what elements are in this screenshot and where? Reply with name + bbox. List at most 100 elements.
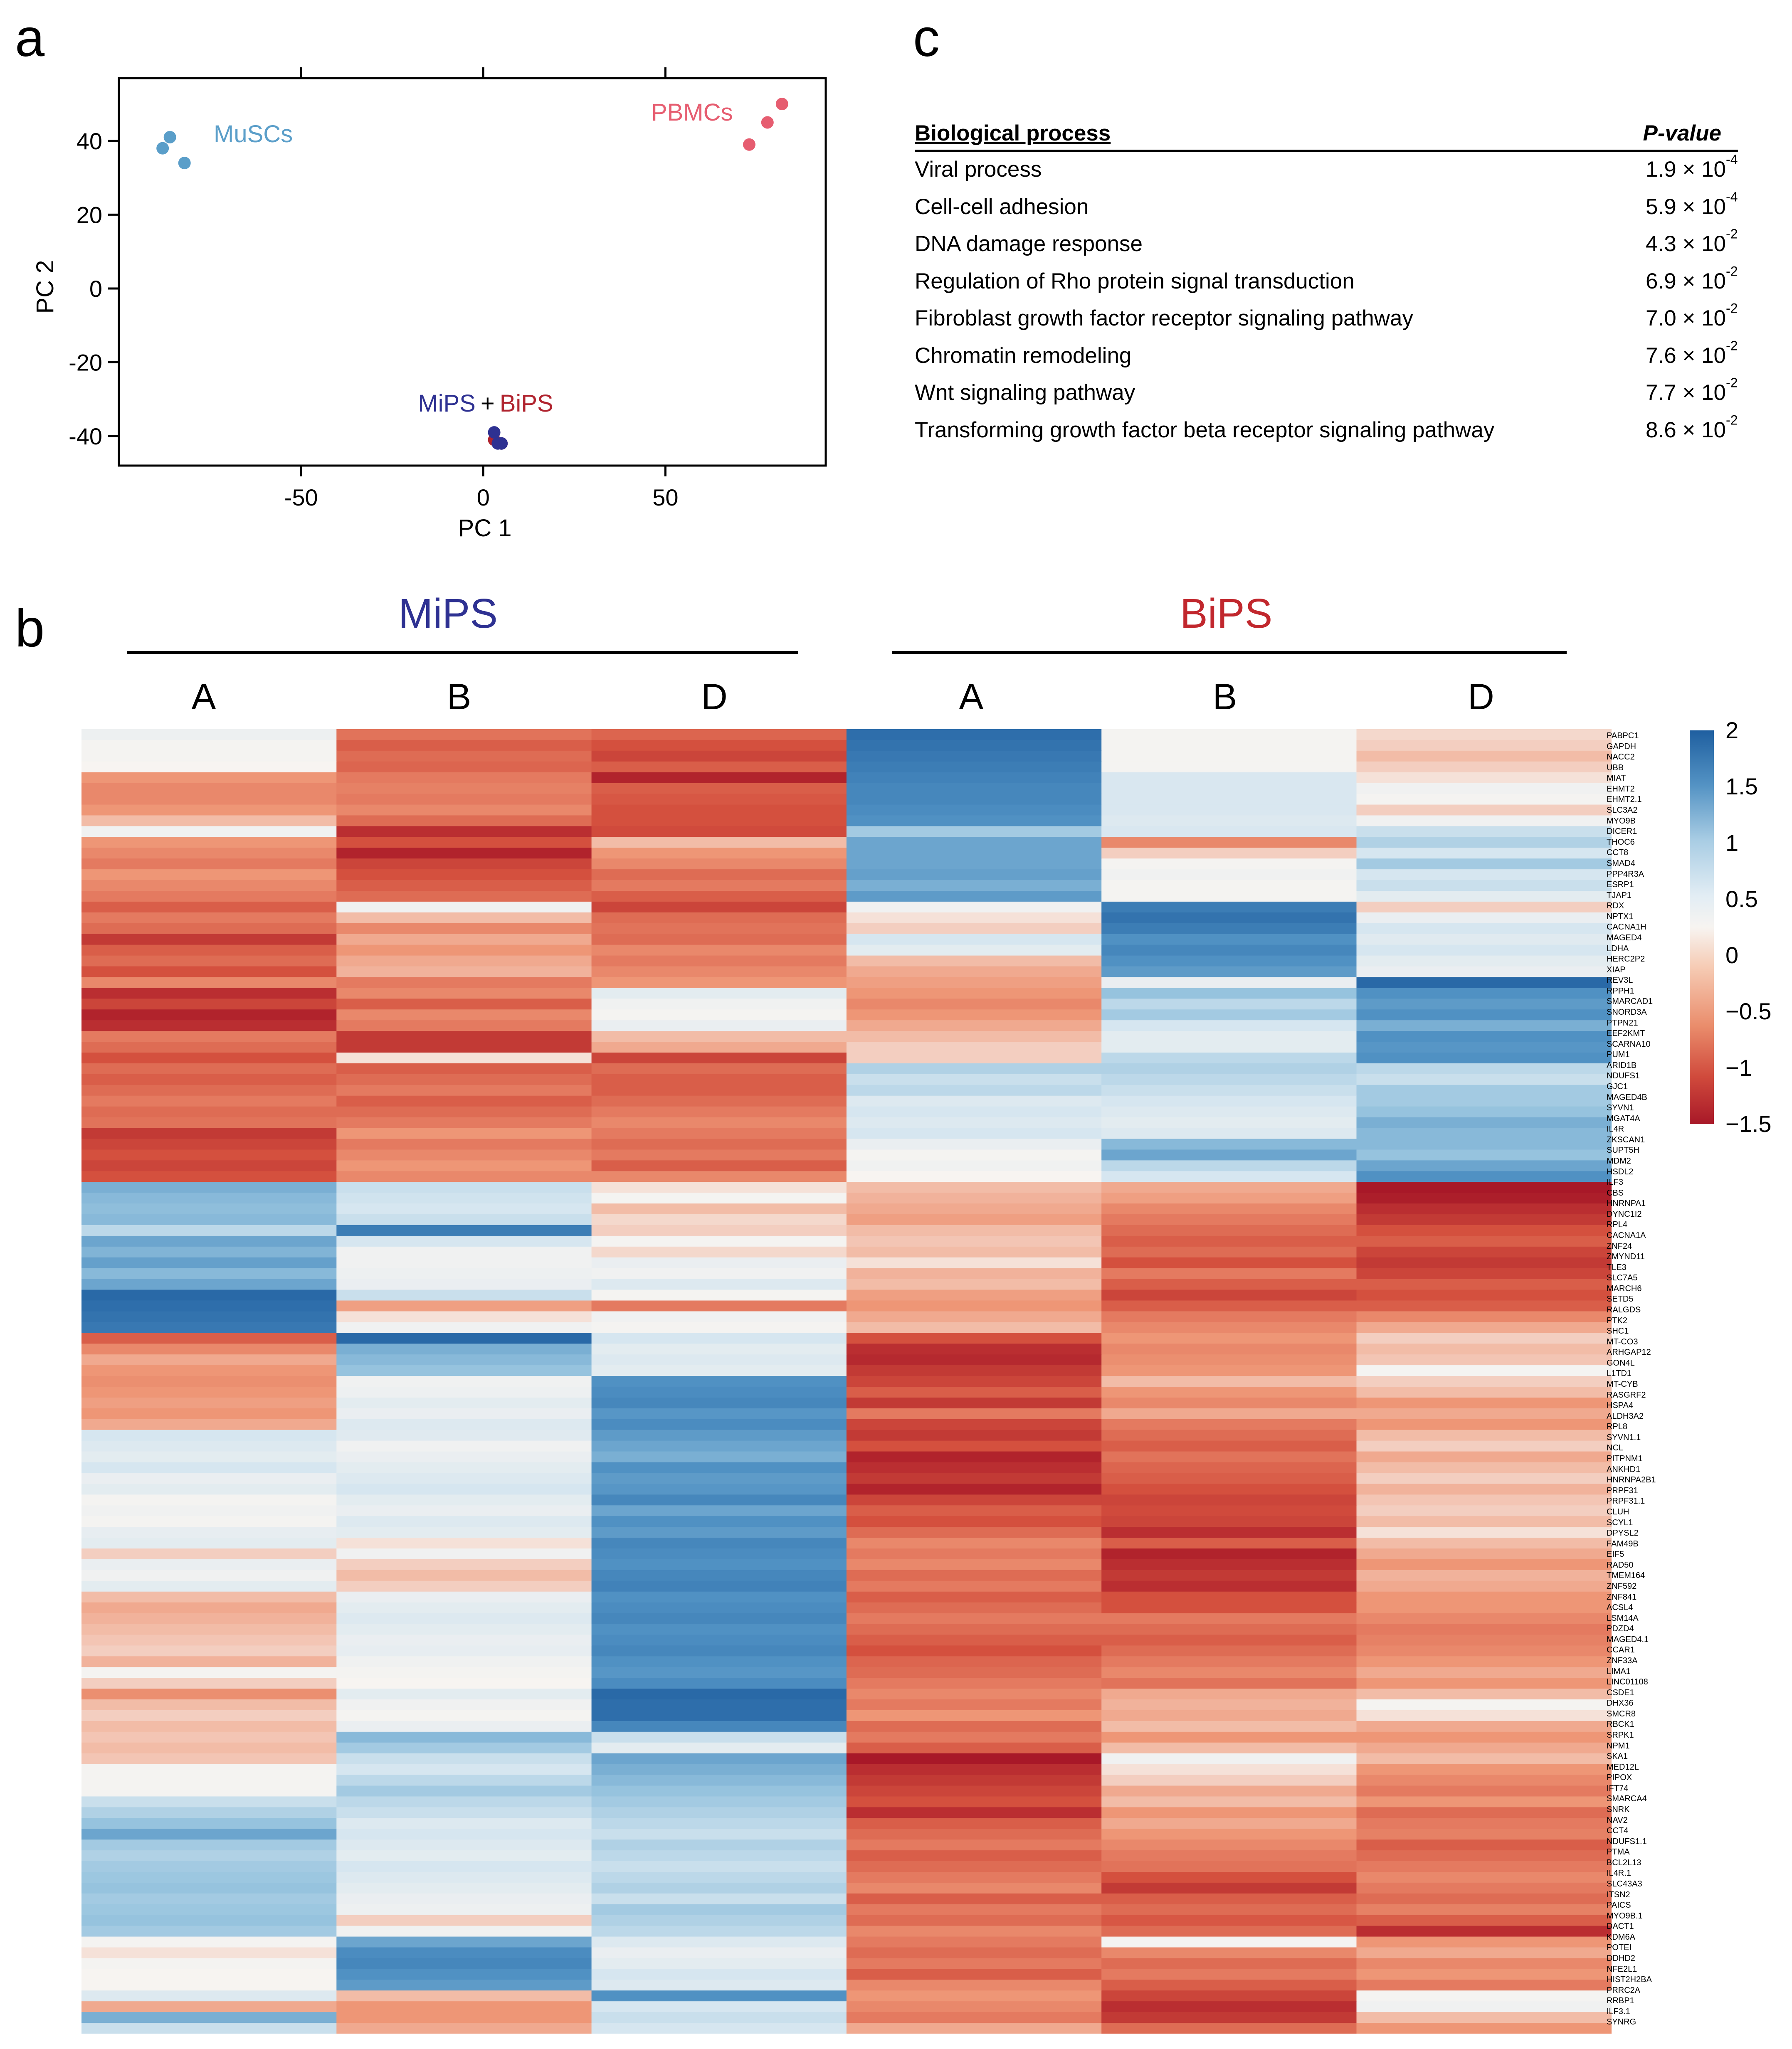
- heatmap-cell: [1356, 934, 1612, 945]
- gene-label: NACC2: [1607, 752, 1635, 762]
- heatmap-cell: [846, 815, 1102, 826]
- heatmap-cell: [1101, 1710, 1357, 1721]
- heatmap-cell: [81, 1451, 337, 1463]
- heatmap-cell: [1356, 1322, 1612, 1333]
- heatmap-cell: [1356, 1764, 1612, 1775]
- gene-label: DICER1: [1607, 827, 1637, 836]
- heatmap-cell: [591, 1214, 847, 1225]
- heatmap-cell: [846, 1721, 1102, 1732]
- heatmap-cell: [846, 1602, 1102, 1614]
- heatmap-cell: [846, 1139, 1102, 1150]
- heatmap-cell: [81, 1408, 337, 1420]
- heatmap-cell: [81, 1440, 337, 1452]
- go-pvalue-mantissa: 6.9 × 10: [1646, 269, 1726, 293]
- heatmap-cell: [1101, 1106, 1357, 1118]
- heatmap-cell: [336, 1419, 592, 1430]
- heatmap-cell: [81, 1462, 337, 1474]
- heatmap-cell: [81, 1257, 337, 1269]
- gene-label: HSDL2: [1607, 1167, 1634, 1176]
- heatmap-cell: [591, 955, 847, 967]
- gene-label: NDUFS1.1: [1607, 1837, 1647, 1846]
- gene-label: CBS: [1607, 1188, 1624, 1198]
- heatmap-cell: [1356, 880, 1612, 891]
- heatmap-cell: [1101, 1193, 1357, 1204]
- heatmap-cell: [591, 1376, 847, 1387]
- heatmap-cell: [1356, 1311, 1612, 1322]
- heatmap-cell: [336, 1053, 592, 1064]
- heatmap-cell: [846, 1947, 1102, 1959]
- heatmap-cell: [1101, 848, 1357, 859]
- colorbar-tick-label: −0.5: [1725, 998, 1772, 1024]
- heatmap-cell: [1356, 1538, 1612, 1549]
- heatmap-cell: [1356, 1095, 1612, 1107]
- heatmap-cell: [336, 1117, 592, 1129]
- heatmap-cell: [846, 1796, 1102, 1807]
- heatmap-cell: [846, 1882, 1102, 1894]
- heatmap-cell: [1101, 1246, 1357, 1258]
- heatmap-cell: [1101, 1764, 1357, 1775]
- heatmap-cell: [591, 1257, 847, 1269]
- gene-label: SCARNA10: [1607, 1039, 1651, 1049]
- heatmap-cell: [1356, 1149, 1612, 1161]
- heatmap-cell: [1356, 1225, 1612, 1236]
- heatmap-cell: [1356, 772, 1612, 784]
- heatmap-cell: [336, 1171, 592, 1182]
- heatmap-cell: [81, 1775, 337, 1786]
- heatmap-cell: [81, 1818, 337, 1829]
- heatmap-cell: [846, 1656, 1102, 1667]
- go-pvalue-exponent: -2: [1726, 375, 1738, 390]
- gene-label: SLC43A3: [1607, 1879, 1642, 1889]
- heatmap-cell: [1101, 1009, 1357, 1021]
- heatmap-cell: [336, 1861, 592, 1872]
- heatmap-cell: [81, 1689, 337, 1700]
- heatmap-cell: [1101, 1548, 1357, 1560]
- heatmap-cell: [336, 1785, 592, 1797]
- heatmap-cell: [81, 1290, 337, 1301]
- heatmap-cell: [1101, 1171, 1357, 1182]
- heatmap-cell: [81, 944, 337, 956]
- heatmap-cell: [81, 1171, 337, 1182]
- heatmap-cell: [1101, 1753, 1357, 1765]
- heatmap-cell: [336, 1279, 592, 1290]
- heatmap-cell: [1101, 729, 1357, 740]
- gene-label: BCL2L13: [1607, 1858, 1641, 1867]
- gene-label: CACNA1H: [1607, 922, 1646, 932]
- heatmap-cell: [81, 1085, 337, 1096]
- heatmap-cell: [81, 966, 337, 978]
- gene-label: PRPF31: [1607, 1486, 1638, 1495]
- heatmap-cell: [1101, 1354, 1357, 1366]
- heatmap-cell: [1101, 1871, 1357, 1883]
- heatmap-cell: [336, 1613, 592, 1625]
- gene-label: LSM14A: [1607, 1613, 1639, 1623]
- heatmap-cell: [1101, 1656, 1357, 1667]
- heatmap-cell: [336, 1128, 592, 1139]
- heatmap-cell: [846, 1871, 1102, 1883]
- heatmap-cell: [336, 1893, 592, 1905]
- heatmap-cell: [81, 1581, 337, 1592]
- heatmap-cell: [336, 826, 592, 837]
- heatmap-cell: [1356, 2023, 1612, 2034]
- heatmap-cell: [846, 729, 1102, 740]
- heatmap-cell: [846, 1484, 1102, 1495]
- heatmap-cell: [81, 1678, 337, 1689]
- heatmap-cell: [1101, 1235, 1357, 1247]
- heatmap-cell: [1101, 1882, 1357, 1894]
- heatmap-cell: [591, 1689, 847, 1700]
- gene-label: SUPT5H: [1607, 1146, 1639, 1155]
- heatmap-cell: [81, 1710, 337, 1721]
- heatmap-cell: [591, 1386, 847, 1398]
- heatmap-cell: [1356, 1386, 1612, 1398]
- heatmap-cell: [336, 1182, 592, 1193]
- group-line-mips: [127, 651, 798, 654]
- heatmap-cell: [591, 1635, 847, 1646]
- heatmap-cell: [1356, 1376, 1612, 1387]
- heatmap-cell: [1356, 966, 1612, 978]
- heatmap-cell: [1356, 1020, 1612, 1031]
- heatmap-cell: [846, 1430, 1102, 1441]
- pca-label-plus: +: [481, 390, 495, 417]
- heatmap-cell: [591, 1958, 847, 1969]
- heatmap-cell: [81, 1419, 337, 1430]
- heatmap-cell: [1101, 1451, 1357, 1463]
- heatmap-cell: [1101, 1257, 1357, 1269]
- heatmap-cell: [81, 1354, 337, 1366]
